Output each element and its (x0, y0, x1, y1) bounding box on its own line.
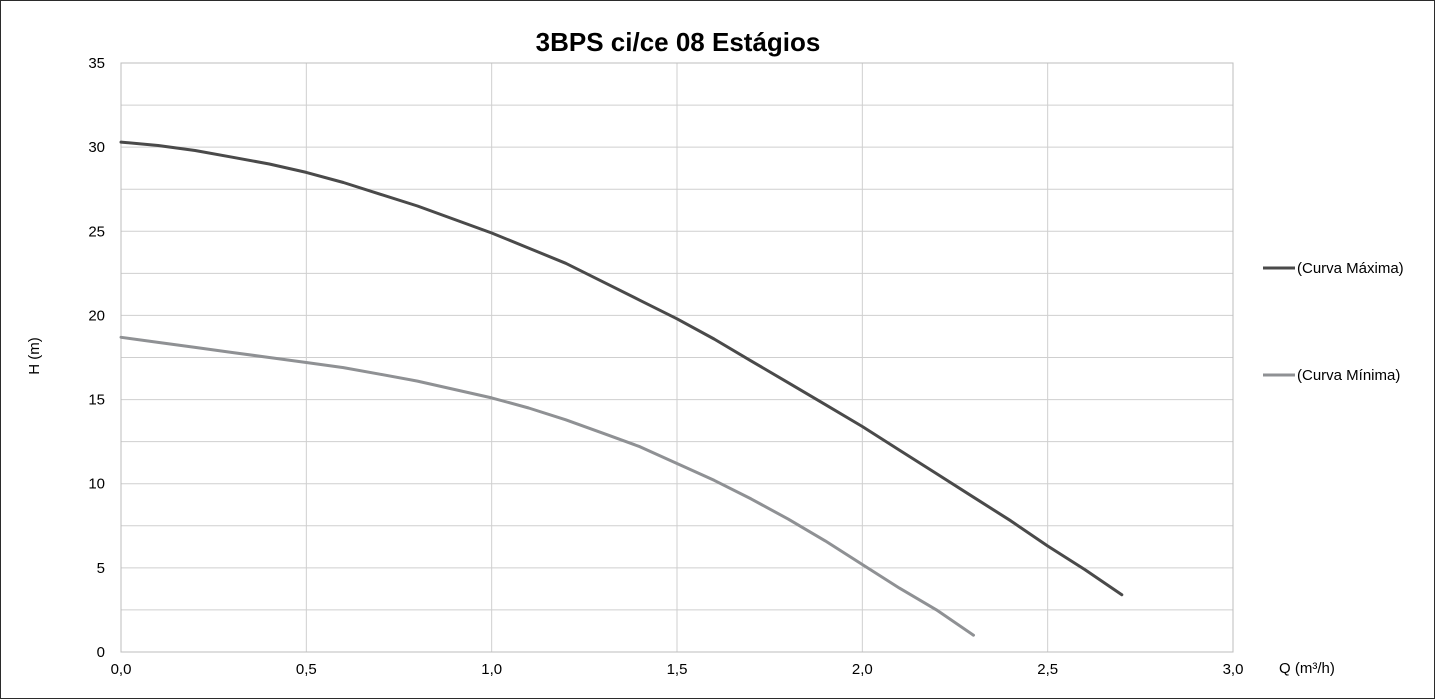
y-tick-label: 0 (97, 644, 105, 661)
x-axis-label: Q (m³/h) (1279, 660, 1335, 677)
x-tick-label: 2,0 (852, 661, 873, 678)
y-tick-label: 30 (88, 139, 105, 156)
y-tick-label: 5 (97, 560, 105, 577)
x-tick-label: 3,0 (1223, 661, 1244, 678)
x-tick-label: 1,0 (481, 661, 502, 678)
chart-title: 3BPS ci/ce 08 Estágios (536, 27, 821, 57)
y-tick-label: 15 (88, 392, 105, 409)
legend: (Curva Máxima) (Curva Mínima) (1263, 260, 1404, 384)
y-tick-label: 20 (88, 307, 105, 324)
grid (120, 62, 1234, 653)
x-tick-label: 1,5 (667, 661, 688, 678)
series-line-curva-minima (119, 335, 975, 637)
y-axis-label: H (m) (26, 337, 43, 375)
x-tick-label: 2,5 (1037, 661, 1058, 678)
series-line-curva-maxima (119, 140, 1124, 597)
legend-label: (Curva Mínima) (1297, 367, 1400, 384)
x-tick-label: 0,5 (296, 661, 317, 678)
plot-area-border (120, 62, 1234, 653)
x-axis-ticks: 0,0 0,5 1,0 1,5 2,0 2,5 3,0 (111, 661, 1244, 678)
y-axis-ticks: 0 5 10 15 20 25 30 35 (88, 55, 105, 661)
y-tick-label: 25 (88, 223, 105, 240)
y-tick-label: 10 (88, 476, 105, 493)
legend-label: (Curva Máxima) (1297, 260, 1404, 277)
series (119, 140, 1124, 637)
y-tick-label: 35 (88, 55, 105, 72)
x-tick-label: 0,0 (111, 661, 132, 678)
